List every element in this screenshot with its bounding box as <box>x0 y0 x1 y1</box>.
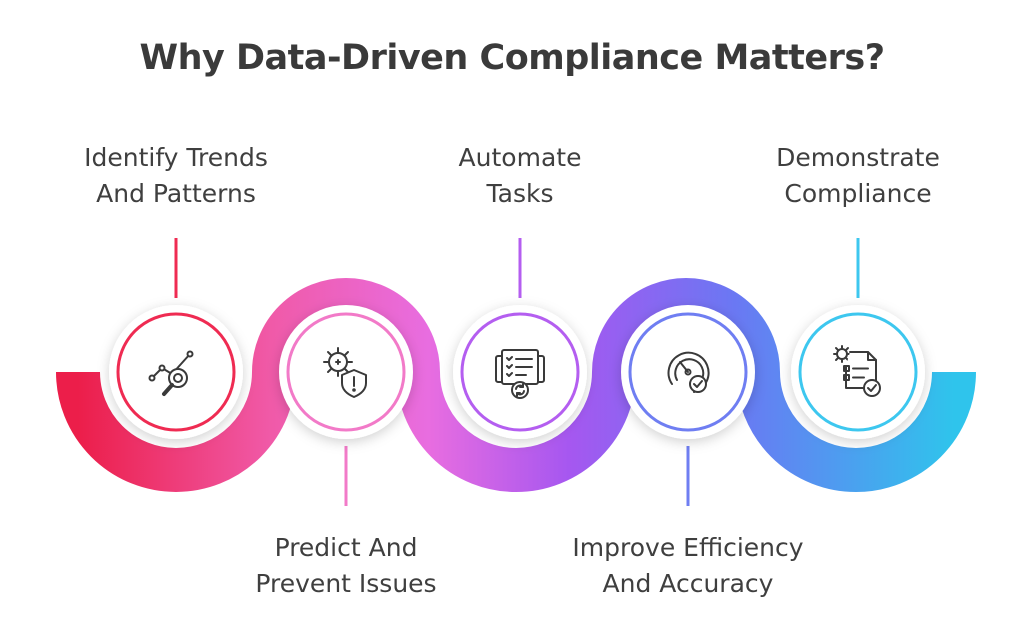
step-circle <box>279 305 413 439</box>
step-label-automate-tasks: Automate Tasks <box>458 143 582 208</box>
step-label-improve-efficiency: Improve Efficiency And Accuracy <box>572 533 804 598</box>
compliance-document-check-icon <box>828 342 888 402</box>
step-label-predict-prevent: Predict And Prevent Issues <box>255 533 437 598</box>
task-list-automation-icon <box>490 342 550 402</box>
step-ring <box>116 312 236 432</box>
wave-band <box>56 278 976 492</box>
step-label-identify-trends: Identify Trends And Patterns <box>84 143 268 208</box>
gauge-check-icon <box>658 342 718 402</box>
step-ring <box>798 312 918 432</box>
step-ring <box>460 312 580 432</box>
step-ring <box>286 312 406 432</box>
step-label-demonstrate-compliance: Demonstrate Compliance <box>776 143 940 208</box>
step-ring <box>628 312 748 432</box>
trend-magnifier-icon <box>146 342 206 402</box>
gear-shield-warning-icon <box>316 342 376 402</box>
page-title: Why Data-Driven Compliance Matters? <box>139 38 885 78</box>
